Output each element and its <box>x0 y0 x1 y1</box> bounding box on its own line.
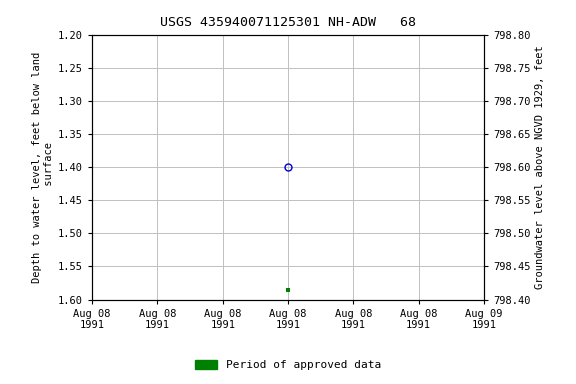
Title: USGS 435940071125301 NH-ADW   68: USGS 435940071125301 NH-ADW 68 <box>160 16 416 29</box>
Y-axis label: Depth to water level, feet below land
 surface: Depth to water level, feet below land su… <box>32 51 54 283</box>
Legend: Period of approved data: Period of approved data <box>191 356 385 375</box>
Y-axis label: Groundwater level above NGVD 1929, feet: Groundwater level above NGVD 1929, feet <box>535 45 544 289</box>
